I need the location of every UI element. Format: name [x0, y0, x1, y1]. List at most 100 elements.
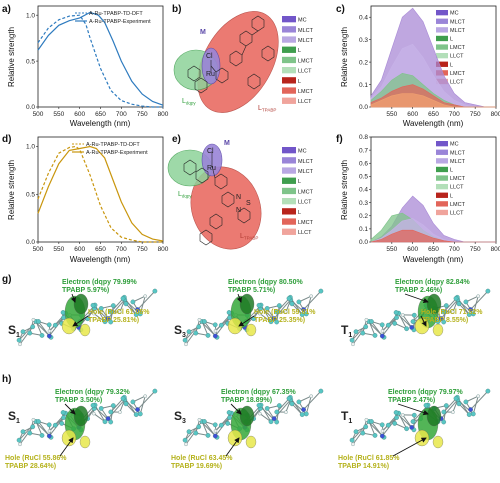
panel-h-molecule-0-atom-18 [60, 410, 66, 415]
panel-g-hole-text-1: Hole (RuCl 59.81% [254, 309, 316, 316]
panel-e-molecule-sketch [183, 152, 251, 246]
panel-g-molecule-2-atom-39 [456, 301, 462, 307]
c-plot-xtick-label-3: 700 [449, 111, 460, 118]
panel-g-molecule-2-atom-44 [468, 307, 473, 312]
panel-h-molecule-2-atom-25 [410, 419, 416, 424]
panel-g-molecule-1-atom-31 [276, 303, 282, 308]
panel-g-molecule-2-atom-13 [385, 322, 391, 328]
panel-d-legend-dft: A-Ru-TPABP-TD-DFT [86, 142, 140, 148]
panel-g-molecule-2-atom-18 [393, 310, 399, 315]
panel-g-molecule-1-atom-33 [271, 316, 277, 321]
f-plot-xtick-label-4: 750 [470, 246, 481, 253]
panel-h-molecule-2-bond-34 [440, 399, 459, 419]
panel-h-molecule-1-atom-35 [284, 410, 288, 414]
panel-h-molecule-2-bond-11 [370, 421, 383, 437]
panel-h-molecule-1-atom-2 [186, 429, 192, 435]
panel-g-molecule-2-atom-0 [351, 342, 355, 347]
panel-g-molecule-2-bond-45 [470, 290, 489, 310]
f-plot-ytick-label-2: 0.2 [359, 213, 368, 220]
legend-c-label-3: L [450, 37, 453, 43]
panel-h-hole-text-0: Hole (RuCl 55.86% [5, 455, 67, 462]
panel-h-molecule-2-atom-18 [393, 410, 399, 415]
panel-h-molecule-1-atom-11 [212, 433, 218, 439]
panel-h-molecule-1-atom-5 [205, 433, 211, 438]
panel-h-label: h) [2, 374, 11, 385]
legend-f-label-1: MLCT [450, 150, 466, 156]
panel-h-hole-text2-0: TPABP 28.64%) [5, 463, 56, 470]
panel-g-molecule-0-atom-14 [47, 329, 52, 333]
panel-h-molecule-2-atom-5 [372, 433, 378, 438]
legend-f-swatch-3 [436, 166, 448, 173]
panel-g-hole-lobe-1 [227, 317, 243, 335]
legend-b-label-5: LLCT [298, 69, 312, 75]
panel-h-molecule-2-atom-30 [441, 419, 447, 425]
panel-e-ldqpy-label: Ldqpy [178, 191, 192, 199]
panel-h-molecule-2-atom-2 [353, 429, 359, 435]
panel-h-molecule-2-atom-10 [369, 419, 374, 424]
panel-g-molecule-1-atom-44 [301, 307, 306, 312]
panel-h-molecule-2-atom-35 [451, 410, 455, 414]
d-plot-xtick-label-5: 750 [137, 246, 148, 253]
legend-c-swatch-1 [436, 18, 448, 24]
panel-h-molecule-1-atom-30 [274, 419, 280, 425]
legend-e-label-8: LLCT [298, 230, 312, 236]
panel-h-molecule-2-atom-40 [453, 396, 459, 401]
panel-e-atom-ru: Ru [207, 165, 216, 172]
panel-g-molecule-1-bond-45 [303, 290, 322, 310]
panel-h-electron-text2-1: TPABP 18.89%) [221, 397, 272, 404]
c-plot-xtick-label-0: 550 [386, 111, 397, 118]
panel-g-molecule-0-atom-18 [60, 310, 66, 315]
panel-g-molecule-1-atom-10 [202, 319, 207, 324]
panel-h-molecule-2-atom-17 [392, 421, 398, 426]
panel-d-legend-exp: A-Ru-TPABP-Experiment [86, 150, 148, 156]
panel-f-ylabel: Relative strength [340, 160, 349, 220]
panel-h-molecule-0-atom-30 [108, 419, 114, 425]
panel-g-molecule-2-atom-43 [463, 299, 469, 305]
panel-g-molecule-0-atom-45 [152, 288, 158, 294]
panel-g-molecule-0-atom-7 [31, 318, 36, 322]
panel-h-molecule-1-atom-43 [296, 399, 302, 405]
panel-h-state-label-0: S1 [8, 409, 20, 425]
panel-d-plot: 500 550 600 650 700 750 800 0.0 0.5 1.0 [26, 144, 169, 253]
panel-h-molecule-1-atom-45 [318, 388, 324, 394]
panel-g-hole-text2-0: TPABP 25.81%) [88, 317, 139, 324]
panel-h-molecule-2-bond-39 [458, 403, 470, 415]
panel-h-molecule-1-atom-27 [268, 419, 274, 425]
panel-h-molecule-2-atom-21 [400, 413, 405, 417]
a-plot-xtick-label-6: 800 [158, 111, 169, 118]
panel-h-molecule-2-atom-41 [470, 411, 476, 417]
panel-h-molecule-0-bond-27 [94, 404, 106, 422]
legend-e-label-7: LMCT [298, 220, 314, 226]
panel-h-molecule-2-atom-12 [394, 415, 399, 420]
panel-g-electron-arrow-1 [236, 293, 242, 303]
c-plot-xtick-label-4: 750 [470, 111, 481, 118]
legend-c-label-5: LLCT [450, 54, 464, 60]
panel-g-electron-arrow-0 [70, 293, 76, 303]
panel-b-label: b) [172, 4, 181, 15]
panel-g-molecule-1-bond-34 [273, 299, 292, 319]
legend-b-swatch-3 [282, 46, 296, 53]
panel-g-molecule-1-atom-42 [309, 294, 313, 298]
legend-b-swatch-0 [282, 16, 296, 23]
panel-h-molecule-0-atom-3 [16, 437, 22, 443]
panel-a-ylabel: Relative strength [7, 27, 16, 87]
panel-e-atom-n2: N [236, 207, 241, 214]
panel-g-molecule-2-bond-34 [440, 299, 459, 319]
panel-g-molecule-0-atom-2 [20, 329, 26, 335]
legend-f-swatch-0 [436, 141, 448, 147]
panel-h-molecule-0-atom-45 [152, 388, 158, 394]
panel-b-ltpabp-label: LTPABP [258, 105, 276, 113]
panel-h-molecule-2-atom-36 [441, 409, 447, 415]
panel-g-molecule-1-atom-3 [182, 337, 188, 343]
panel-g-molecule-0-atom-42 [143, 294, 147, 298]
panel-h-molecule-2-atom-38 [466, 412, 472, 417]
panel-h-molecule-1-atom-33 [271, 416, 277, 421]
panel-g-molecule-0-atom-31 [110, 303, 116, 308]
a-plot-ytick-label-0: 0.0 [26, 104, 35, 111]
panel-f-xlabel: Wavelength (nm) [403, 255, 464, 264]
panel-h-molecule-2-atom-39 [456, 401, 462, 407]
panel-e: e) Cl Ru S N N M Ldqpy LTPABP [167, 134, 262, 250]
legend-b-label-6: L [298, 79, 301, 85]
panel-d: d) 500 550 600 650 700 750 800 0.0 0.5 1.0 Wavele… [2, 134, 169, 264]
panel-h-molecule-0-atom-40 [120, 396, 126, 401]
